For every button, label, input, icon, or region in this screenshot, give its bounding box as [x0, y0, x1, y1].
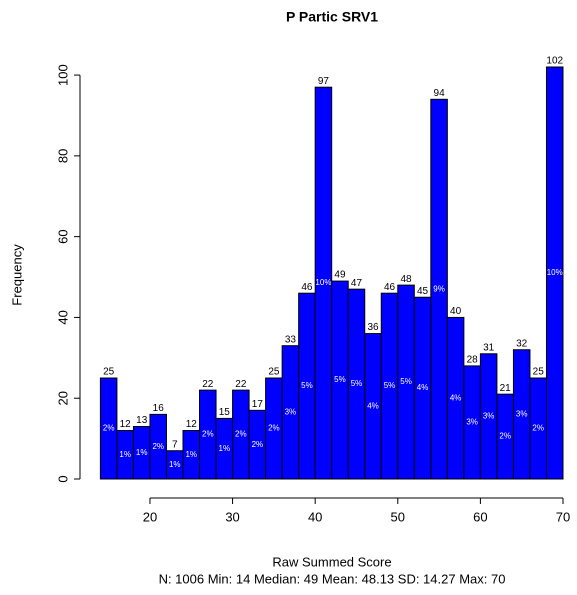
- count-label: 46: [301, 282, 313, 293]
- count-label: 102: [546, 56, 563, 67]
- bar: [99, 377, 118, 480]
- x-tick-label: 50: [391, 509, 405, 524]
- count-label: 25: [103, 367, 115, 378]
- x-tick-label: 40: [308, 509, 322, 524]
- count-label: 46: [384, 282, 396, 293]
- count-label: 31: [483, 342, 495, 353]
- count-label: 28: [467, 355, 479, 366]
- percent-label: 10%: [547, 268, 563, 277]
- count-label: 16: [153, 403, 165, 414]
- count-label: 32: [516, 338, 528, 349]
- percent-label: 2%: [532, 424, 544, 433]
- percent-label: 10%: [315, 278, 331, 287]
- chart-title: P Partic SRV1: [286, 9, 378, 25]
- percent-label: 5%: [400, 377, 412, 386]
- x-tick-label: 20: [143, 509, 157, 524]
- count-label: 7: [172, 439, 178, 450]
- count-label: 97: [318, 76, 330, 87]
- percent-label: 1%: [169, 460, 181, 469]
- bar: [149, 413, 167, 480]
- count-label: 49: [334, 270, 346, 281]
- y-tick-label: 40: [55, 310, 70, 324]
- percent-label: 2%: [268, 424, 280, 433]
- x-tick-label: 30: [225, 509, 239, 524]
- count-label: 25: [533, 367, 545, 378]
- count-label: 12: [186, 419, 198, 430]
- percent-label: 3%: [516, 409, 528, 418]
- count-label: 25: [268, 367, 280, 378]
- y-tick-label: 100: [55, 64, 70, 86]
- footer-stats: N: 1006 Min: 14 Median: 49 Mean: 48.13 S…: [159, 571, 506, 586]
- y-tick-label: 20: [55, 391, 70, 405]
- percent-label: 4%: [367, 401, 379, 410]
- percent-label: 1%: [219, 444, 231, 453]
- y-axis-label: Frequency: [9, 244, 24, 306]
- count-label: 94: [434, 88, 446, 99]
- percent-label: 2%: [202, 430, 214, 439]
- percent-label: 3%: [483, 412, 495, 421]
- percent-label: 2%: [152, 442, 164, 451]
- x-axis-label: Raw Summed Score: [272, 554, 391, 569]
- count-label: 15: [219, 407, 231, 418]
- percent-label: 2%: [252, 440, 264, 449]
- count-label: 36: [367, 322, 379, 333]
- percent-label: 1%: [119, 450, 131, 459]
- percent-label: 2%: [103, 424, 115, 433]
- percent-label: 2%: [235, 430, 247, 439]
- percent-label: 5%: [301, 381, 313, 390]
- percent-label: 4%: [450, 393, 462, 402]
- count-label: 48: [400, 274, 412, 285]
- count-label: 13: [136, 415, 148, 426]
- count-label: 22: [202, 379, 214, 390]
- count-label: 33: [285, 334, 297, 345]
- bar: [430, 98, 448, 480]
- percent-label: 5%: [384, 381, 396, 390]
- percent-label: 2%: [499, 432, 511, 441]
- percent-label: 3%: [285, 407, 297, 416]
- percent-label: 1%: [136, 448, 148, 457]
- count-label: 12: [120, 419, 132, 430]
- count-label: 47: [351, 278, 363, 289]
- percent-label: 1%: [185, 450, 197, 459]
- bar: [545, 66, 564, 480]
- x-tick-label: 60: [473, 509, 487, 524]
- count-label: 21: [500, 383, 512, 394]
- count-label: 17: [252, 399, 264, 410]
- count-label: 45: [417, 286, 429, 297]
- percent-label: 5%: [351, 379, 363, 388]
- y-tick-label: 0: [55, 475, 70, 482]
- count-label: 22: [235, 379, 247, 390]
- x-tick-label: 70: [556, 509, 570, 524]
- percent-label: 9%: [433, 284, 445, 293]
- percent-label: 5%: [334, 375, 346, 384]
- y-tick-label: 60: [55, 229, 70, 243]
- percent-label: 3%: [466, 418, 478, 427]
- percent-label: 4%: [417, 383, 429, 392]
- y-tick-label: 80: [55, 149, 70, 163]
- count-label: 40: [450, 306, 462, 317]
